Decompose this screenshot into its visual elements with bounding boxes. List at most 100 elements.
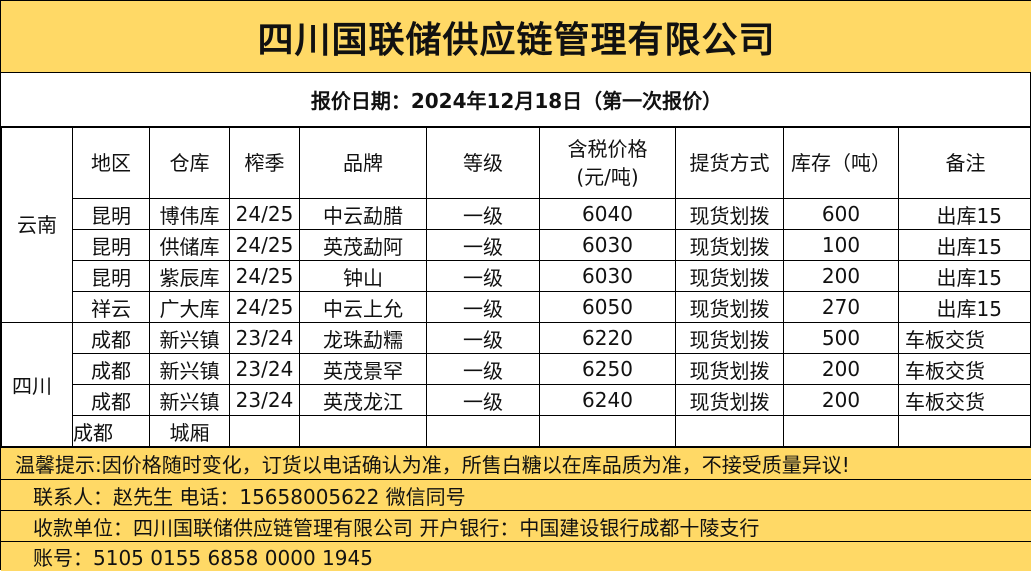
table-cell: 270 xyxy=(784,292,899,323)
table-cell: 英茂景罕 xyxy=(300,354,427,385)
table-cell: 6250 xyxy=(540,354,676,385)
table-cell xyxy=(899,416,1031,447)
contact: 联系人：赵先生 电话：15658005622 微信同号 xyxy=(1,479,1031,510)
table-cell: 英茂龙江 xyxy=(300,385,427,416)
table-cell: 祥云 xyxy=(73,292,150,323)
table-cell xyxy=(540,416,676,447)
price-header-line: 含税价格 xyxy=(540,135,675,163)
table-cell: 成都 xyxy=(73,416,150,447)
table-cell: 新兴镇 xyxy=(150,354,230,385)
table-cell: 成都 xyxy=(73,385,150,416)
table-cell: 500 xyxy=(784,323,899,354)
table-cell: 23/24 xyxy=(230,385,300,416)
table-cell: 200 xyxy=(784,261,899,292)
quote-date: 报价日期：2024年12月18日（第一次报价） xyxy=(1,73,1031,127)
header-row: 云南 地区 仓库 榨季 品牌 等级 含税价格(元/吨) 提货方式 库存（吨） 备… xyxy=(2,128,1031,199)
table-cell: 23/24 xyxy=(230,323,300,354)
table-cell: 新兴镇 xyxy=(150,385,230,416)
table-cell: 英茂勐阿 xyxy=(300,230,427,261)
table-cell: 6030 xyxy=(540,230,676,261)
table-cell: 车板交货 xyxy=(899,354,1031,385)
table-cell: 100 xyxy=(784,230,899,261)
table-cell: 中云勐腊 xyxy=(300,199,427,230)
col-header: 品牌 xyxy=(300,128,427,199)
table-cell: 现货划拨 xyxy=(676,230,784,261)
table-cell: 出库15 xyxy=(899,261,1031,292)
table-cell: 一级 xyxy=(427,323,540,354)
notice: 温馨提示:因价格随时变化，订货以电话确认为准，所售白糖以在库品质为准，不接受质量… xyxy=(1,447,1031,479)
table-cell: 车板交货 xyxy=(899,323,1031,354)
table-cell xyxy=(300,416,427,447)
table-cell: 一级 xyxy=(427,385,540,416)
table-cell: 昆明 xyxy=(73,230,150,261)
table-cell: 6240 xyxy=(540,385,676,416)
table-cell: 6030 xyxy=(540,261,676,292)
table-cell: 6220 xyxy=(540,323,676,354)
region-cell: 云南 xyxy=(2,128,73,323)
table-cell xyxy=(784,416,899,447)
table-cell: 成都 xyxy=(73,354,150,385)
table-cell: 现货划拨 xyxy=(676,323,784,354)
table-cell xyxy=(230,416,300,447)
region-cell: 四川 xyxy=(2,323,73,447)
table-cell: 一级 xyxy=(427,354,540,385)
table-cell: 现货划拨 xyxy=(676,354,784,385)
table-cell: 龙珠勐糯 xyxy=(300,323,427,354)
table-cell: 23/24 xyxy=(230,354,300,385)
table-cell: 6040 xyxy=(540,199,676,230)
col-header: 仓库 xyxy=(150,128,230,199)
col-header: 备注 xyxy=(899,128,1031,199)
table-cell: 出库15 xyxy=(899,292,1031,323)
table-cell: 昆明 xyxy=(73,261,150,292)
table-cell: 24/25 xyxy=(230,292,300,323)
company-title: 四川国联储供应链管理有限公司 xyxy=(1,1,1031,73)
table-cell xyxy=(676,416,784,447)
table-cell: 200 xyxy=(784,385,899,416)
table-cell: 24/25 xyxy=(230,230,300,261)
table-row: 成都城厢 xyxy=(2,416,1031,447)
table-cell: 现货划拨 xyxy=(676,292,784,323)
table-cell: 广大库 xyxy=(150,292,230,323)
table-cell: 200 xyxy=(784,354,899,385)
table-cell: 博伟库 xyxy=(150,199,230,230)
col-header: 等级 xyxy=(427,128,540,199)
table-cell: 新兴镇 xyxy=(150,323,230,354)
payee: 收款单位：四川国联储供应链管理有限公司 开户银行：中国建设银行成都十陵支行 xyxy=(1,510,1031,541)
col-header: 地区 xyxy=(73,128,150,199)
col-header: 榨季 xyxy=(230,128,300,199)
table-cell: 成都 xyxy=(73,323,150,354)
table-cell: 昆明 xyxy=(73,199,150,230)
col-header: 提货方式 xyxy=(676,128,784,199)
table-cell: 24/25 xyxy=(230,261,300,292)
table-cell: 出库15 xyxy=(899,230,1031,261)
table-cell: 6050 xyxy=(540,292,676,323)
price-header-unit: (元/吨) xyxy=(540,163,675,191)
table-cell: 中云上允 xyxy=(300,292,427,323)
col-header: 库存（吨） xyxy=(784,128,899,199)
table-cell: 现货划拨 xyxy=(676,385,784,416)
table-cell: 一级 xyxy=(427,199,540,230)
table-cell: 现货划拨 xyxy=(676,261,784,292)
table-cell: 供储库 xyxy=(150,230,230,261)
table-cell: 一级 xyxy=(427,261,540,292)
table-cell: 出库15 xyxy=(899,199,1031,230)
table-cell: 车板交货 xyxy=(899,385,1031,416)
table-cell: 钟山 xyxy=(300,261,427,292)
table-cell: 一级 xyxy=(427,292,540,323)
table-cell: 600 xyxy=(784,199,899,230)
account: 账号：5105 0155 6858 0000 1945 xyxy=(1,541,1031,571)
table-cell: 一级 xyxy=(427,230,540,261)
price-table: 云南 地区 仓库 榨季 品牌 等级 含税价格(元/吨) 提货方式 库存（吨） 备… xyxy=(1,127,1031,447)
table-cell: 城厢 xyxy=(150,416,230,447)
table-cell xyxy=(427,416,540,447)
table-cell: 现货划拨 xyxy=(676,199,784,230)
table-cell: 24/25 xyxy=(230,199,300,230)
